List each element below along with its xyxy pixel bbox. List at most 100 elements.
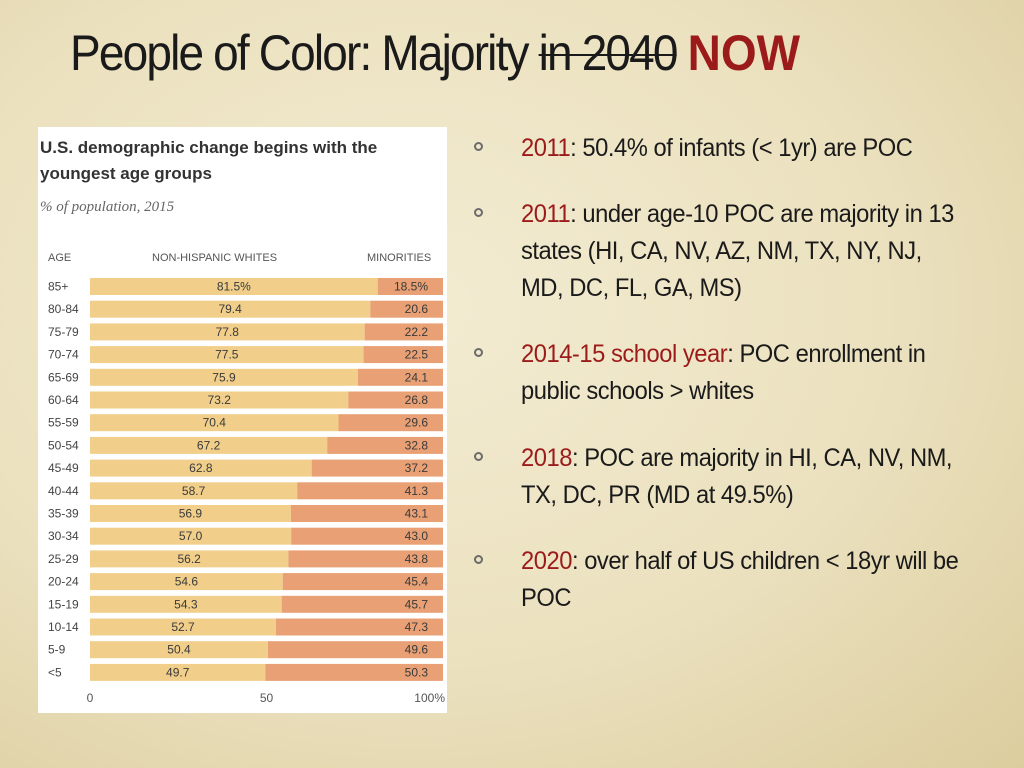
bullet-circle-icon [474,142,483,151]
age-label: 60-64 [48,393,79,407]
whites-value-label: 56.9 [179,507,203,521]
age-label: 30-34 [48,529,79,543]
whites-bar [90,459,312,477]
minorities-value-label: 41.3 [405,484,429,498]
minorities-value-label: 43.8 [405,552,429,566]
bullet-highlight: 2014-15 school year [521,340,728,368]
whites-value-label: 77.8 [216,325,240,339]
whites-bar [90,618,277,636]
whites-bar [90,436,328,454]
whites-value-label: 54.6 [175,575,199,589]
minorities-value-label: 20.6 [405,302,429,316]
whites-value-label: 62.8 [189,461,213,475]
age-label: 80-84 [48,302,79,316]
age-label: 70-74 [48,348,79,362]
minorities-bar [297,482,443,500]
minorities-bar [265,663,443,681]
minorities-value-label: 32.8 [405,438,429,452]
bullet-highlight: 2020 [521,547,572,575]
minorities-value-label: 43.0 [405,529,429,543]
whites-value-label: 79.4 [218,302,242,316]
whites-bar [90,414,339,432]
minorities-value-label: 24.1 [405,370,429,384]
age-label: 15-19 [48,597,79,611]
minorities-value-label: 45.4 [405,575,429,589]
bullet-body: : POC are majority in HI, CA, NV, NM, TX… [521,444,953,509]
minorities-bar [281,595,443,613]
minorities-bar [290,505,443,522]
whites-bar [90,663,266,681]
minorities-value-label: 43.1 [405,507,429,521]
whites-bar [90,595,282,613]
minorities-value-label: 37.2 [405,461,429,475]
bullet-text: 2011: under age-10 POC are majority in 1… [521,196,963,307]
minorities-value-label: 47.3 [405,620,429,634]
column-header-age: AGE [48,252,72,264]
x-tick-label: 100% [414,691,445,705]
minorities-value-label: 29.6 [405,416,429,430]
bullet-circle-icon [474,452,483,461]
minorities-bar [377,278,443,295]
minorities-bar [338,414,443,432]
chart-subtitle: % of population, 2015 [40,199,175,215]
minorities-bar [348,391,443,409]
whites-bar [90,482,298,500]
bullet-highlight: 2018 [521,444,572,472]
column-header-minorities: MINORITIES [367,252,432,264]
minorities-bar [311,459,443,477]
whites-bar [90,323,365,341]
age-label: 25-29 [48,552,79,566]
stacked-bar-chart: 85+ 81.5% 18.5% 80-84 79.4 20.6 75-79 77.8 22.2 7… [48,278,445,705]
whites-value-label: 56.2 [178,552,202,566]
age-label: 45-49 [48,461,79,475]
whites-bar [90,505,291,522]
bullet-body: : 50.4% of infants (< 1yr) are POC [570,134,913,162]
whites-bar [90,300,371,318]
age-label: 5-9 [48,643,66,657]
minorities-value-label: 50.3 [405,665,429,679]
age-label: 50-54 [48,438,79,452]
age-label: 10-14 [48,620,79,634]
whites-value-label: 57.0 [179,529,203,543]
whites-value-label: 50.4 [167,643,191,657]
minorities-bar [282,573,443,591]
age-label: <5 [48,665,62,679]
whites-value-label: 54.3 [174,597,198,611]
minorities-value-label: 18.5% [394,280,428,294]
minorities-value-label: 45.7 [405,597,429,611]
chart-title: U.S. demographic change begins with the … [40,138,378,183]
age-label: 35-39 [48,507,79,521]
whites-value-label: 52.7 [171,620,195,634]
bullet-body: : under age-10 POC are majority in 13 st… [521,200,954,302]
age-label: 55-59 [48,416,79,430]
age-label: 75-79 [48,325,79,339]
whites-value-label: 81.5% [217,280,251,294]
whites-bar [90,527,292,545]
whites-bar [90,391,349,409]
minorities-value-label: 22.2 [405,325,429,339]
bullet-text: 2020: over half of US children < 18yr wi… [521,543,963,617]
whites-value-label: 77.5 [215,348,239,362]
bullet-circle-icon [474,555,483,564]
age-label: 85+ [48,280,68,294]
whites-bar [90,641,268,659]
whites-value-label: 49.7 [166,665,190,679]
bullet-text: 2018: POC are majority in HI, CA, NV, NM… [521,440,963,514]
age-label: 65-69 [48,370,79,384]
minorities-bar [364,323,443,341]
x-tick-label: 50 [260,691,274,705]
chart-panel: U.S. demographic change begins with the … [38,127,447,713]
title-main: People of Color: Majority [70,25,530,81]
x-tick-label: 0 [87,691,94,705]
minorities-bar [370,300,443,318]
title-emphasis: NOW [687,25,801,81]
whites-bar [90,573,283,591]
age-label: 40-44 [48,484,79,498]
minorities-bar [267,641,443,659]
whites-value-label: 58.7 [182,484,206,498]
bullet-text: 2014-15 school year: POC enrollment in p… [521,336,963,410]
whites-bar [90,346,364,364]
minorities-value-label: 49.6 [405,643,429,657]
minorities-bar [357,368,443,386]
minorities-bar [291,527,443,545]
